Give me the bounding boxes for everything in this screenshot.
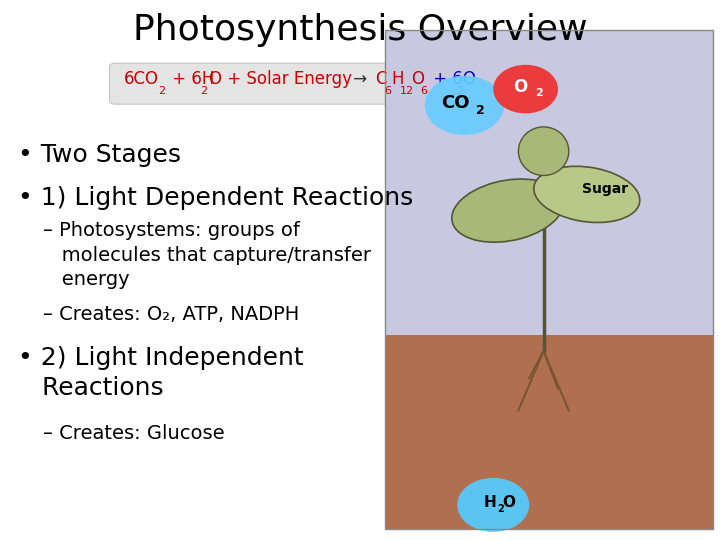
- Text: 2: 2: [200, 86, 207, 97]
- Circle shape: [493, 65, 558, 113]
- Text: 2: 2: [497, 504, 504, 514]
- Text: 6CO: 6CO: [124, 70, 159, 87]
- Text: C: C: [375, 70, 387, 87]
- Text: + 6O: + 6O: [428, 70, 475, 87]
- Text: 12: 12: [400, 86, 414, 97]
- Bar: [385, 30, 713, 335]
- Text: 6: 6: [384, 86, 392, 97]
- Text: – Creates: O₂, ATP, NADPH: – Creates: O₂, ATP, NADPH: [43, 305, 300, 324]
- Text: O: O: [513, 78, 527, 96]
- Text: CO: CO: [441, 93, 470, 112]
- Ellipse shape: [518, 127, 569, 176]
- Text: 6: 6: [420, 86, 428, 97]
- Text: • Two Stages: • Two Stages: [18, 143, 181, 167]
- Text: • 2) Light Independent
   Reactions: • 2) Light Independent Reactions: [18, 346, 304, 400]
- Bar: [385, 30, 713, 529]
- Ellipse shape: [534, 166, 640, 222]
- Text: O: O: [411, 70, 424, 87]
- FancyBboxPatch shape: [109, 63, 524, 104]
- Text: Sugar: Sugar: [582, 182, 628, 196]
- Text: – Photosystems: groups of
   molecules that capture/transfer
   energy: – Photosystems: groups of molecules that…: [43, 221, 372, 289]
- Ellipse shape: [452, 179, 563, 242]
- Text: H: H: [483, 495, 496, 510]
- Text: O + Solar Energy: O + Solar Energy: [209, 70, 352, 87]
- Text: 2: 2: [456, 86, 464, 97]
- Text: 2: 2: [476, 104, 485, 117]
- Text: • 1) Light Dependent Reactions: • 1) Light Dependent Reactions: [18, 186, 413, 210]
- Bar: [385, 335, 713, 529]
- Circle shape: [457, 478, 529, 532]
- Text: Photosynthesis Overview: Photosynthesis Overview: [132, 13, 588, 46]
- Text: O: O: [503, 495, 516, 510]
- Text: H: H: [391, 70, 403, 87]
- Circle shape: [425, 76, 504, 135]
- Text: + 6H: + 6H: [167, 70, 215, 87]
- Text: 2: 2: [535, 89, 542, 98]
- Text: 2: 2: [158, 86, 166, 97]
- Text: →: →: [348, 70, 373, 87]
- Text: – Creates: Glucose: – Creates: Glucose: [43, 424, 225, 443]
